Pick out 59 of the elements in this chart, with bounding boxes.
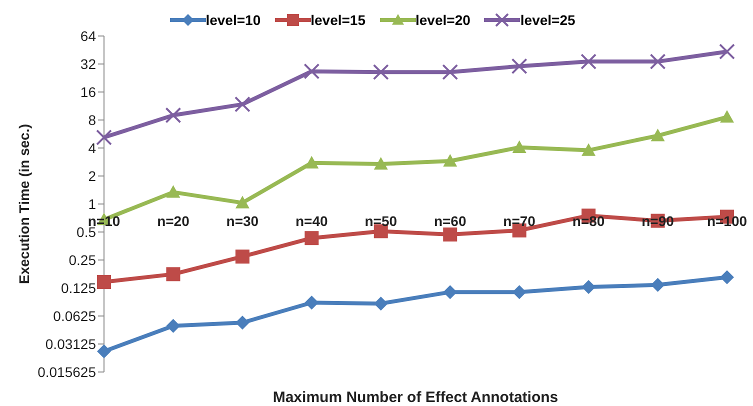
point: [582, 143, 596, 156]
point: [582, 280, 596, 294]
y-axis-title: Execution Time (in sec.): [16, 124, 32, 284]
point: [650, 54, 666, 70]
point: [235, 316, 250, 330]
point: [166, 267, 180, 282]
legend-label: level=15: [310, 12, 366, 28]
point: [304, 231, 319, 246]
y-tick-label: 2: [88, 168, 96, 184]
point: [374, 157, 388, 170]
x-tick-label: n=40: [296, 213, 328, 229]
point: [442, 64, 458, 80]
x-tick-label: n=90: [642, 213, 674, 229]
point: [512, 285, 526, 300]
point: [443, 285, 458, 300]
y-tick-label: 32: [80, 56, 96, 72]
legend-label: level=10: [206, 12, 261, 28]
y-tick-label: 0.25: [68, 252, 96, 268]
point: [235, 250, 250, 264]
point: [512, 140, 526, 153]
point: [304, 63, 320, 80]
x-tick-label: n=50: [364, 213, 398, 229]
x-tick-label: n=60: [434, 213, 466, 229]
y-tick-label: 64: [80, 28, 96, 44]
point: [650, 278, 665, 292]
point: [304, 156, 319, 168]
point: [166, 318, 180, 333]
x-tick-label: n=70: [503, 213, 536, 229]
y-tick-label: 4: [88, 140, 96, 156]
y-tick-label: 16: [80, 84, 96, 100]
point: [719, 44, 735, 60]
y-tick-label: 1: [88, 196, 96, 212]
point: [443, 228, 458, 242]
point: [372, 64, 389, 80]
point: [235, 196, 250, 208]
point: [166, 185, 180, 198]
y-tick-label: 0.03125: [45, 336, 96, 352]
point: [96, 129, 112, 146]
x-tick-label: n=20: [157, 213, 190, 229]
point: [97, 344, 111, 358]
point: [97, 275, 111, 290]
y-tick-label: 0.015625: [38, 364, 96, 380]
point: [234, 96, 250, 112]
y-tick-label: 8: [88, 112, 96, 128]
legend-label: level=20: [416, 12, 470, 28]
legend-label: level=25: [520, 12, 576, 28]
point: [580, 54, 597, 70]
point: [165, 107, 182, 124]
point: [443, 154, 458, 167]
point: [304, 296, 319, 310]
x-axis-title: Maximum Number of Effect Annotations: [272, 389, 558, 406]
y-tick-label: 0.0625: [53, 308, 96, 324]
point: [650, 128, 665, 142]
point: [720, 270, 734, 284]
x-tick-label: n=30: [226, 213, 259, 229]
point: [374, 296, 388, 311]
point: [720, 110, 734, 123]
point: [511, 58, 528, 74]
y-tick-label: 0.125: [60, 280, 96, 296]
